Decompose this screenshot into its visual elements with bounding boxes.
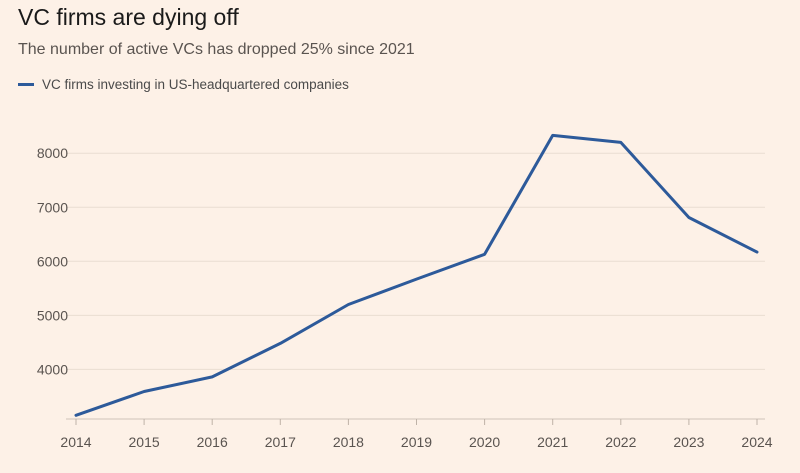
legend: VC firms investing in US-headquartered c… [18,77,349,92]
y-tick-label-5000: 5000 [37,307,68,323]
x-tick-label-2021: 2021 [537,434,568,450]
x-tick-label-2018: 2018 [333,434,364,450]
y-tick-label-6000: 6000 [37,253,68,269]
x-tick-label-2022: 2022 [605,434,636,450]
x-tick-label-2019: 2019 [401,434,432,450]
chart-title: VC firms are dying off [18,4,239,30]
x-tick-label-2014: 2014 [60,434,91,450]
y-tick-label-4000: 4000 [37,361,68,377]
y-tick-label-8000: 8000 [37,145,68,161]
x-tick-label-2023: 2023 [673,434,704,450]
y-tick-label-7000: 7000 [37,199,68,215]
x-tick-label-2017: 2017 [265,434,296,450]
series-line-0 [74,133,759,417]
legend-label: VC firms investing in US-headquartered c… [42,77,349,92]
legend-swatch [18,83,34,86]
x-tick-label-2020: 2020 [469,434,500,450]
x-tick-label-2016: 2016 [197,434,228,450]
chart-subtitle: The number of active VCs has dropped 25%… [18,41,415,58]
x-tick-label-2024: 2024 [741,434,772,450]
x-tick-label-2015: 2015 [129,434,160,450]
